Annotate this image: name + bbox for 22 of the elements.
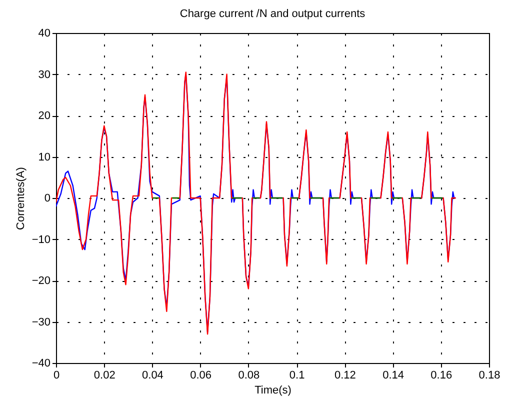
x-tick-label: 0.16 [430, 370, 452, 382]
y-tick-label: 20 [38, 110, 50, 122]
y-axis-title: Correntes(A) [14, 167, 27, 230]
x-tick-label: 0.02 [94, 370, 116, 382]
y-tick-label: 40 [38, 28, 50, 40]
x-tick-label: 0.14 [382, 370, 404, 382]
y-tick-label: −30 [32, 316, 50, 328]
x-tick-label: 0.18 [478, 370, 500, 382]
chart-title: Charge current /N and output currents [180, 8, 366, 20]
x-tick-label: 0.06 [190, 370, 212, 382]
x-axis-title: Time(s) [254, 384, 292, 396]
x-tick-label: 0.1 [289, 370, 305, 382]
y-tick-label: −20 [32, 275, 50, 287]
x-tick-label: 0 [53, 370, 60, 382]
y-tick-label: 10 [38, 151, 50, 164]
y-tick-label: −10 [32, 234, 50, 246]
x-tick-label: 0.12 [334, 370, 356, 382]
x-tick-label: 0.04 [142, 370, 164, 382]
x-tick-label: 0.08 [238, 370, 260, 382]
y-tick-label: 30 [38, 68, 50, 81]
y-tick-label: 0 [44, 192, 50, 204]
y-tick-label: −40 [32, 358, 50, 370]
